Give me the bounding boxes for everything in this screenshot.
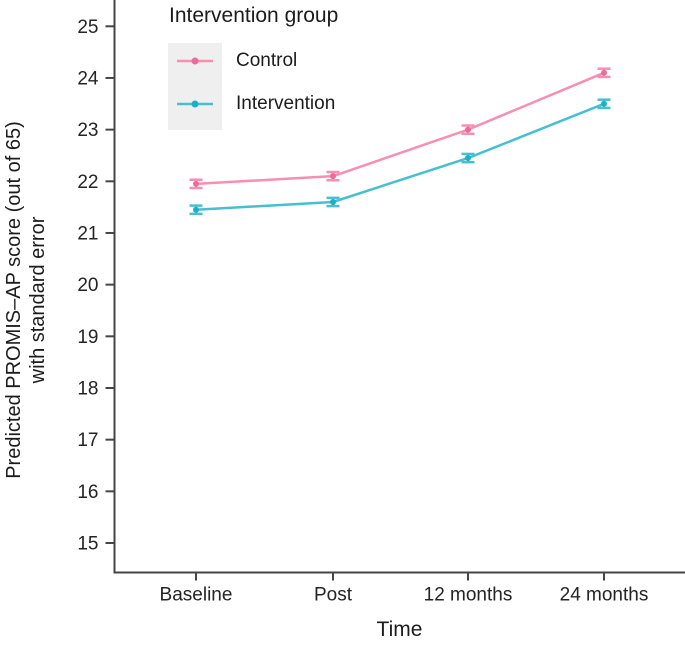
legend-title: Intervention group bbox=[169, 4, 339, 27]
legend-entry-label: Intervention bbox=[236, 92, 336, 114]
x-tick-label: Baseline bbox=[160, 585, 233, 606]
legend-key-cell bbox=[168, 39, 222, 82]
data-point bbox=[465, 155, 471, 162]
y-tick-label: 15 bbox=[77, 534, 98, 555]
data-point bbox=[601, 69, 607, 76]
y-tick-label: 17 bbox=[77, 430, 98, 451]
y-tick-label: 25 bbox=[77, 17, 98, 38]
x-tick-label: 12 months bbox=[424, 585, 513, 606]
data-point bbox=[193, 206, 199, 213]
y-tick-label: 20 bbox=[77, 275, 98, 296]
x-tick-label: 24 months bbox=[560, 585, 649, 606]
y-tick-label: 16 bbox=[77, 482, 98, 503]
x-tick-label: Post bbox=[314, 585, 353, 606]
intervention-errorbar-key-icon bbox=[177, 100, 213, 107]
x-axis-title: Time bbox=[376, 618, 423, 641]
y-tick-label: 18 bbox=[77, 378, 98, 399]
y-axis-title-line2: with standard error bbox=[27, 216, 49, 384]
data-point bbox=[330, 198, 336, 205]
y-tick-label: 24 bbox=[77, 68, 99, 89]
y-axis-title: Predicted PROMIS–AP score (out of 65) wi… bbox=[2, 20, 50, 580]
series-line-intervention bbox=[195, 102, 605, 211]
y-tick-label: 19 bbox=[77, 327, 98, 348]
y-tick-label: 22 bbox=[77, 172, 98, 193]
y-tick-label: 23 bbox=[77, 120, 98, 141]
data-point bbox=[330, 173, 336, 180]
series-line-control bbox=[195, 71, 605, 186]
legend: Intervention group Control bbox=[168, 4, 338, 125]
legend-entry-intervention: Intervention bbox=[168, 82, 338, 125]
y-tick-label: 21 bbox=[77, 223, 98, 244]
data-point bbox=[601, 100, 607, 107]
data-point bbox=[465, 126, 471, 133]
data-point bbox=[193, 180, 199, 187]
legend-entry-control: Control bbox=[168, 39, 338, 82]
control-errorbar-key-icon bbox=[177, 57, 213, 64]
legend-items: Control Intervention bbox=[168, 39, 338, 125]
y-axis-title-line1: Predicted PROMIS–AP score (out of 65) bbox=[3, 121, 25, 479]
legend-entry-label: Control bbox=[236, 49, 298, 71]
legend-key-cell bbox=[168, 82, 222, 125]
